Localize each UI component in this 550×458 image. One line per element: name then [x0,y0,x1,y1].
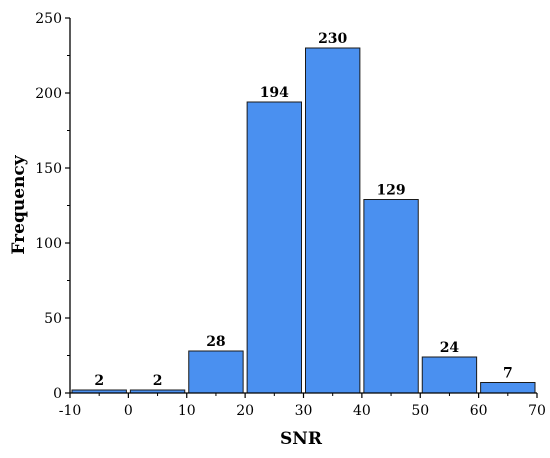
histogram-bar [246,101,302,394]
histogram-bar [305,47,361,394]
histogram-bar [363,199,419,394]
bar-value-label: 2 [153,373,163,389]
bar-value-label: 230 [318,31,347,47]
bar-value-label: 28 [206,334,225,350]
x-tick-label: 50 [411,403,429,419]
x-axis-title: SNR [280,429,323,449]
bars-group [71,47,536,394]
x-tick-label: 20 [236,403,254,419]
bar-value-label: 129 [376,183,405,199]
histogram-bar [421,356,478,394]
bar-value-label: 194 [260,85,289,101]
x-tick-label: 30 [295,403,313,419]
y-tick-label: 200 [35,86,62,102]
data-labels-group: 2 2 28 194 230 129 24 7 [94,31,512,389]
x-tick-label: 70 [528,403,546,419]
histogram-bar [188,350,244,394]
x-tick-label: 10 [178,403,196,419]
x-tick-label: 40 [353,403,371,419]
y-tick-label: 50 [44,311,62,327]
bar-value-label: 24 [440,340,460,356]
x-tick-label: -10 [59,403,82,419]
y-tick-label: 150 [35,161,62,177]
bar-value-label: 7 [503,366,513,382]
y-tick-label: 250 [35,11,62,27]
x-tick-label: 60 [470,403,488,419]
y-axis-title: Frequency [9,154,29,254]
histogram-bar [480,382,536,394]
x-tick-label: 0 [124,403,133,419]
y-tick-label: 100 [35,236,62,252]
bar-value-label: 2 [94,373,104,389]
y-tick-label: 0 [53,386,62,402]
